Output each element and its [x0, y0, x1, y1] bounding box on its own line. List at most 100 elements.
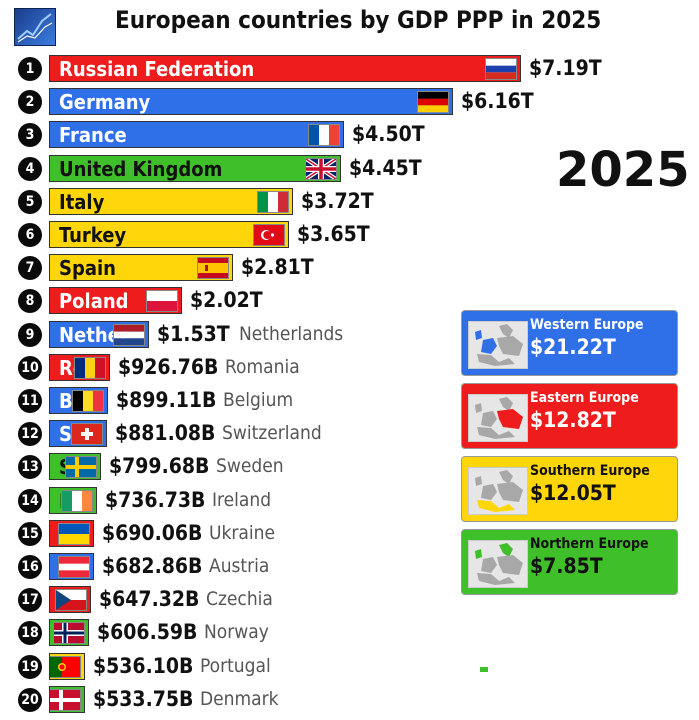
bar-united-kingdom: United Kingdom [49, 155, 341, 182]
rank-badge: 11 [18, 389, 42, 413]
legend-value: $12.05T [530, 481, 616, 505]
legend-name: Eastern Europe [530, 390, 639, 406]
bar-value: $2.81T [241, 255, 314, 279]
rank-badge: 9 [18, 323, 42, 347]
bar-poland: Poland [49, 287, 182, 314]
bar-label: France [59, 123, 127, 147]
bar-value: $3.72T [301, 189, 374, 213]
country-name: Ireland [212, 489, 272, 511]
norway-flag-icon [53, 622, 85, 644]
bar-germany: Germany [49, 88, 453, 115]
austria-flag-icon [58, 556, 90, 578]
bar-czechia [49, 586, 91, 613]
western-europe-map-icon [468, 321, 528, 369]
rank-badge: 15 [18, 522, 42, 546]
bar-value: $3.65T [297, 222, 370, 246]
bar-label: Germany [59, 90, 151, 114]
sweden-flag-icon [65, 456, 97, 478]
bar-value: $606.59B [97, 620, 198, 644]
bar-austria [49, 553, 94, 580]
bar-france: France [49, 121, 344, 148]
rank-badge: 19 [18, 655, 42, 679]
rank-badge: 16 [18, 555, 42, 579]
bar-label: United Kingdom [59, 157, 223, 181]
page-title: European countries by GDP PPP in 2025 [115, 6, 602, 34]
country-name: Austria [209, 555, 270, 577]
bar-denmark [49, 686, 85, 713]
belgium-flag-icon [72, 390, 104, 412]
denmark-flag-icon [50, 689, 81, 711]
italy-flag-icon [257, 191, 289, 213]
portugal-flag-icon [50, 656, 81, 678]
bar-ireland: Ir [49, 487, 97, 514]
turkey-flag-icon [253, 224, 285, 246]
legend-western-europe: Western Europe $21.22T [461, 310, 678, 376]
country-name: Portugal [200, 655, 271, 677]
southern-europe-map-icon [468, 467, 528, 515]
country-name: Norway [204, 621, 269, 643]
chart-logo-icon [14, 8, 56, 46]
bar-value: $1.53T [157, 322, 230, 346]
legend-name: Southern Europe [530, 463, 650, 479]
romania-flag-icon [74, 357, 106, 379]
northern-europe-map-icon [468, 540, 528, 588]
bar-romania: Ro [49, 354, 110, 381]
france-flag-icon [308, 124, 340, 146]
bar-label: Poland [59, 289, 129, 313]
switzerland-flag-icon [71, 423, 103, 445]
rank-badge: 7 [18, 256, 42, 280]
rank-badge: 17 [18, 588, 42, 612]
bar-belgium: Be [49, 387, 108, 414]
legend-value: $21.22T [530, 335, 616, 359]
rank-badge: 2 [18, 90, 42, 114]
bar-netherlands: Nether [49, 321, 149, 348]
legend-eastern-europe: Eastern Europe $12.82T [461, 383, 678, 449]
rank-badge: 1 [18, 57, 42, 81]
bar-russian-federation: Russian Federation [49, 55, 521, 82]
bar-value: $2.02T [190, 288, 263, 312]
bar-value: $647.32B [99, 587, 200, 611]
bar-value: $536.10B [93, 654, 194, 678]
bar-switzerland: Sw [49, 420, 107, 447]
bar-value: $682.86B [102, 554, 203, 578]
country-name: Denmark [200, 688, 279, 710]
rank-badge: 12 [18, 422, 42, 446]
legend-southern-europe: Southern Europe $12.05T [461, 456, 678, 522]
rank-badge: 6 [18, 223, 42, 247]
spain-flag-icon [197, 257, 229, 279]
legend-value: $12.82T [530, 408, 616, 432]
rank-badge: 5 [18, 190, 42, 214]
rank-badge: 14 [18, 489, 42, 513]
year-label: 2025 [556, 142, 690, 198]
eastern-europe-map-icon [468, 394, 528, 442]
bar-value: $899.11B [116, 388, 217, 412]
bar-value: $799.68B [109, 454, 210, 478]
rank-badge: 3 [18, 123, 42, 147]
rank-badge: 8 [18, 289, 42, 313]
bar-value: $690.06B [102, 521, 203, 545]
germany-flag-icon [417, 91, 449, 113]
bar-value: $533.75B [93, 687, 194, 711]
rank-badge: 13 [18, 455, 42, 479]
rank-badge: 18 [18, 621, 42, 645]
bar-norway [49, 619, 89, 646]
bar-spain: Spain [49, 254, 233, 281]
bar-value: $6.16T [461, 89, 534, 113]
decorative-mark [480, 667, 488, 672]
country-name: Sweden [216, 455, 284, 477]
legend-northern-europe: Northern Europe $7.85T [461, 529, 678, 595]
czechia-flag-icon [55, 589, 87, 611]
rank-badge: 20 [18, 688, 42, 712]
country-name: Switzerland [222, 422, 322, 444]
bar-turkey: Turkey [49, 221, 289, 248]
poland-flag-icon [146, 290, 178, 312]
bar-value: $881.08B [115, 421, 216, 445]
bar-value: $4.45T [349, 156, 422, 180]
ukraine-flag-icon [58, 523, 90, 545]
bar-label: Turkey [59, 223, 127, 247]
country-name: Netherlands [239, 323, 344, 345]
uk-flag-icon [305, 158, 337, 180]
bar-portugal [49, 653, 85, 680]
country-name: Belgium [223, 389, 294, 411]
bar-ukraine [49, 520, 94, 547]
